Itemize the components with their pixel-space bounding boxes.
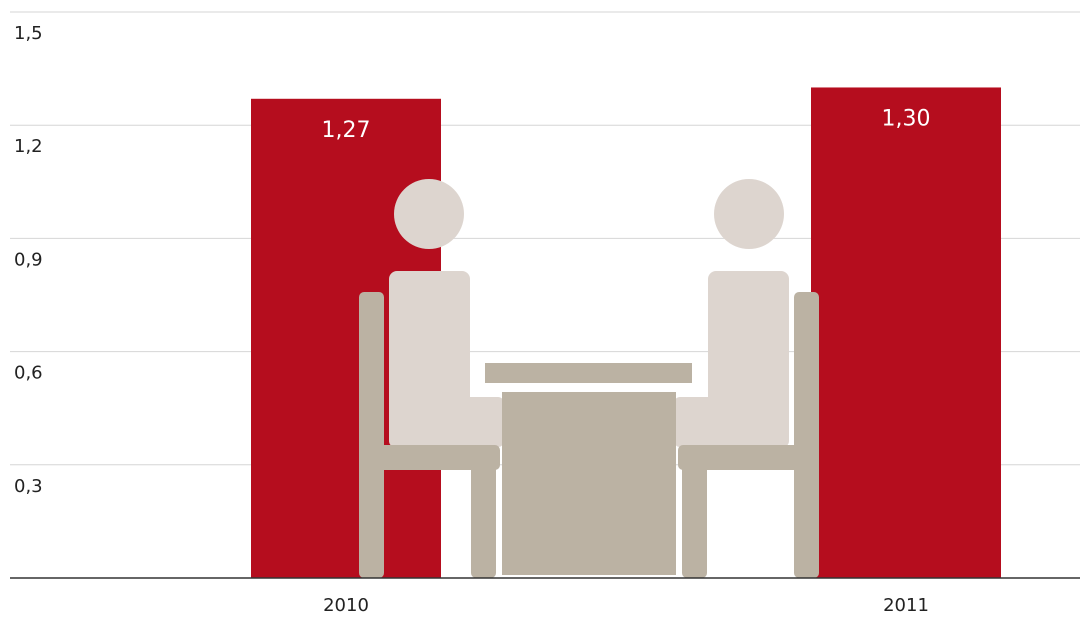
bar — [811, 87, 1001, 578]
right-figure — [674, 179, 819, 578]
y-tick-label: 1,5 — [14, 23, 43, 44]
value-label: 1,30 — [882, 106, 931, 131]
y-tick-label: 1,2 — [14, 136, 43, 157]
left-figure — [359, 179, 504, 578]
table-top — [485, 363, 692, 383]
y-tick-label: 0,3 — [14, 476, 43, 497]
value-label: 1,27 — [322, 118, 371, 143]
illustration — [359, 179, 819, 578]
x-tick-label: 2010 — [323, 595, 369, 616]
x-tick-label: 2011 — [883, 595, 929, 616]
table-body — [502, 392, 676, 575]
y-tick-label: 0,6 — [14, 363, 43, 384]
y-tick-label: 0,9 — [14, 249, 43, 270]
